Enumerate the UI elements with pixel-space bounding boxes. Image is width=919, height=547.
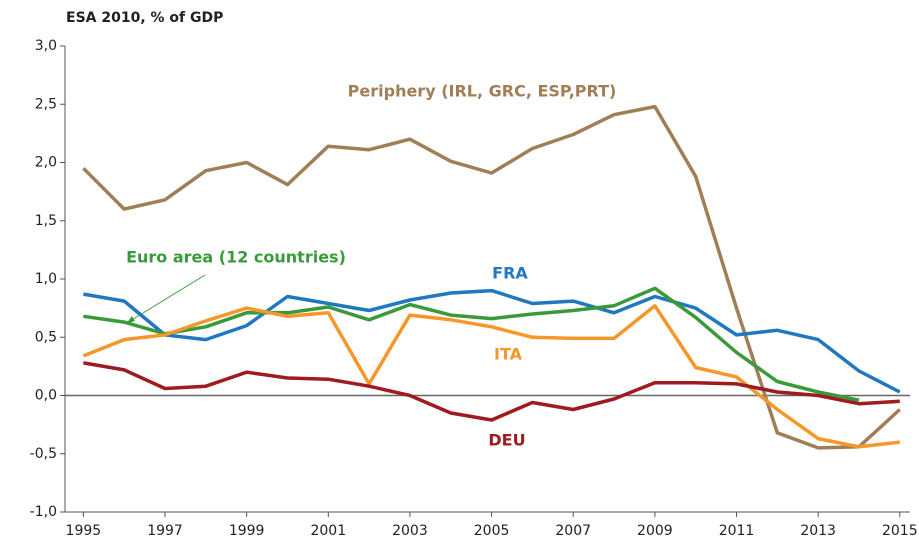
y-tick-label: 0,0	[35, 388, 57, 404]
x-tick-label: 1999	[229, 523, 265, 539]
x-tick-label: 2003	[392, 523, 428, 539]
x-tick-label: 1995	[66, 523, 102, 539]
x-tick-label: 1997	[147, 523, 183, 539]
x-tick-label: 2009	[637, 523, 673, 539]
series-line	[83, 361, 900, 422]
y-tick-label: 3,0	[35, 38, 57, 54]
x-tick-label: 2007	[555, 523, 591, 539]
series-label: ITA	[494, 345, 523, 364]
y-tick-label: 1,0	[35, 271, 57, 287]
series-line	[82, 104, 901, 450]
y-tick-label: -1,0	[30, 504, 57, 520]
annotation-arrow	[129, 274, 206, 322]
x-tick-label: 2001	[310, 523, 346, 539]
x-tick-label: 2005	[474, 523, 510, 539]
x-tick-label: 2011	[719, 523, 755, 539]
series-line	[83, 288, 901, 394]
chart-title: ESA 2010, % of GDP	[66, 10, 223, 26]
series-line	[83, 286, 860, 402]
y-tick-label: 2,0	[35, 155, 57, 171]
series-label: FRA	[492, 264, 528, 283]
series-line	[82, 304, 901, 449]
series-label: DEU	[488, 431, 525, 450]
series-label: Euro area (12 countries)	[126, 248, 346, 267]
x-tick-label: 2015	[882, 523, 918, 539]
y-tick-label: 0,5	[35, 329, 57, 345]
y-tick-label: 1,5	[35, 213, 57, 229]
y-tick-label: 2,5	[35, 96, 57, 112]
series-label: Periphery (IRL, GRC, ESP,PRT)	[348, 82, 617, 101]
y-tick-label: -0,5	[30, 446, 57, 462]
x-tick-label: 2013	[800, 523, 836, 539]
